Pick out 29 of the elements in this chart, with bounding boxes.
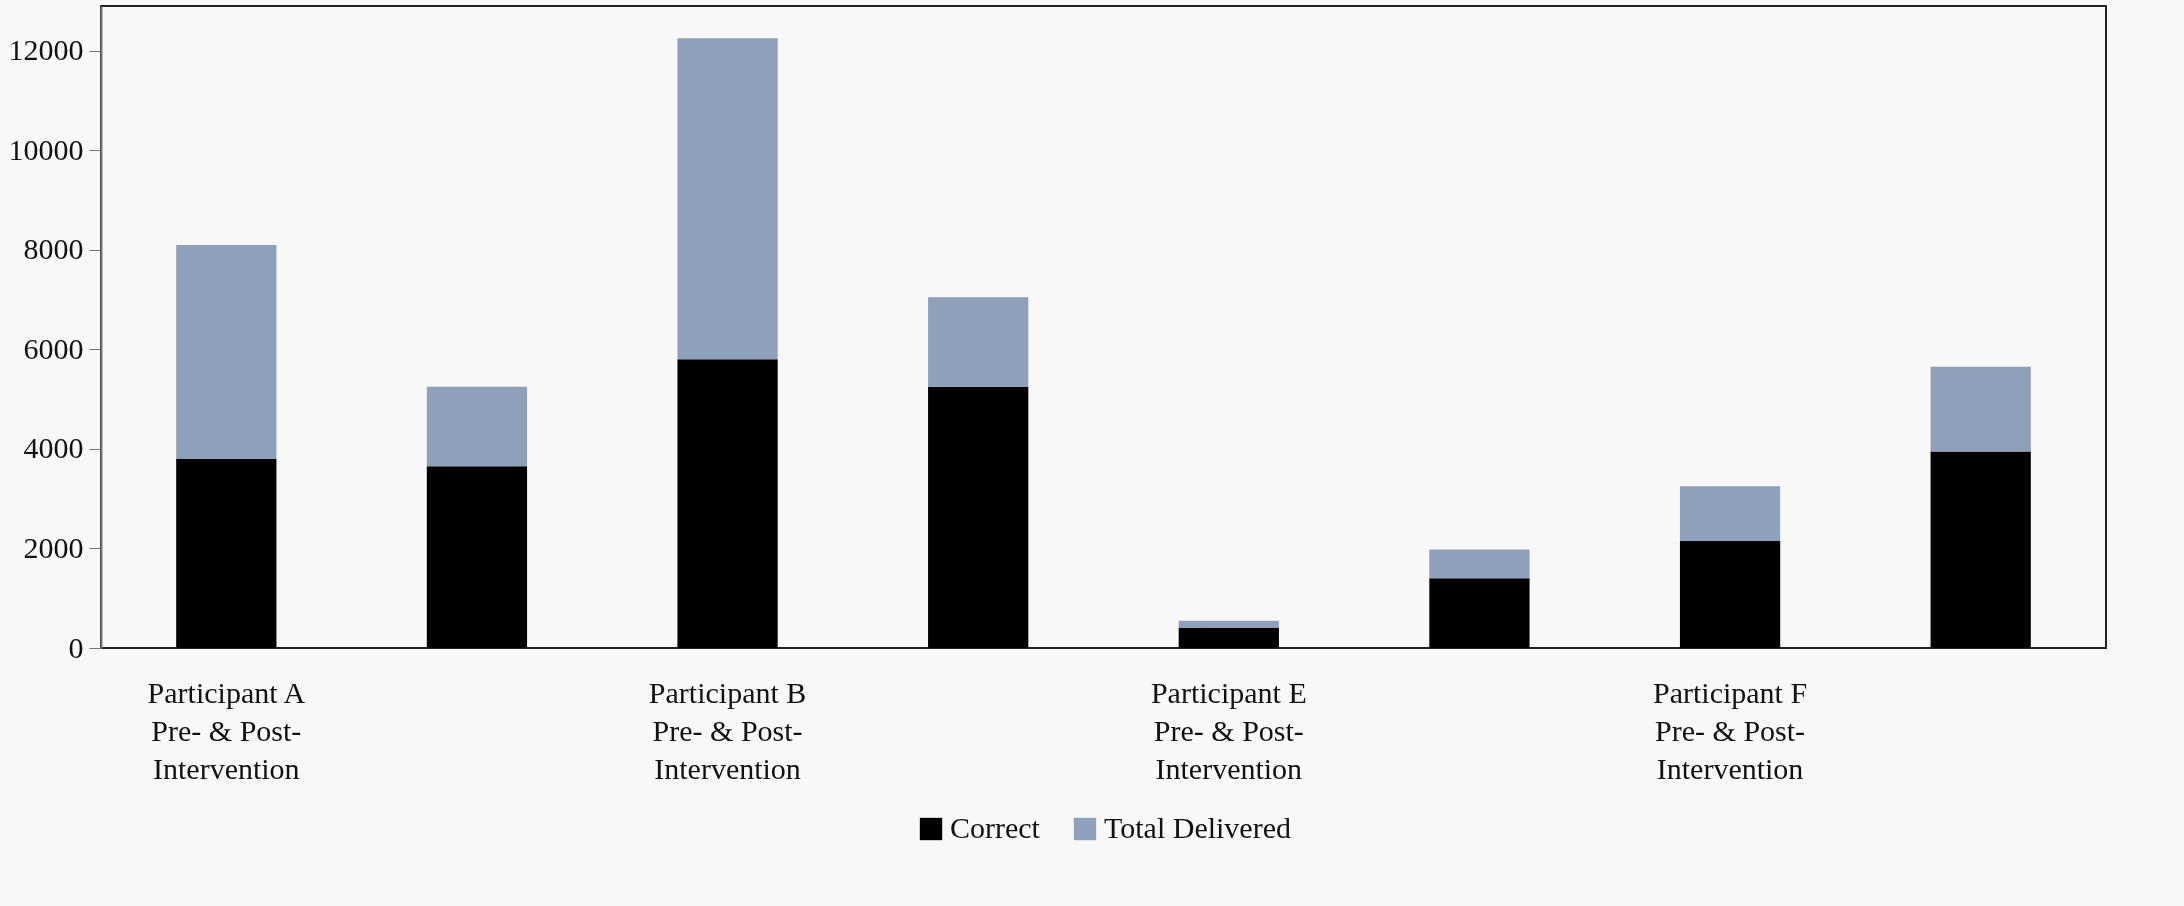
x-tick-label: Participant A Pre- & Post- Intervention xyxy=(147,675,306,785)
bar xyxy=(1679,541,1781,648)
bar xyxy=(1429,578,1530,648)
legend-label: Correct xyxy=(950,811,1041,844)
bar xyxy=(1429,549,1530,579)
bar xyxy=(928,297,1029,387)
y-tick-label: 8000 xyxy=(23,232,84,266)
bar xyxy=(1178,628,1279,648)
bar xyxy=(426,466,528,648)
bar xyxy=(1930,366,2031,452)
x-tick-label: Participant E Pre- & Post- Intervention xyxy=(1150,675,1307,785)
bar xyxy=(1679,486,1781,541)
legend-label: Total Delivered xyxy=(1104,811,1291,844)
y-tick-label: 4000 xyxy=(23,431,84,465)
bar xyxy=(928,386,1029,648)
x-tick-label: Participant B Pre- & Post- Intervention xyxy=(648,675,807,785)
y-tick-label: 12000 xyxy=(8,33,84,67)
bar xyxy=(677,38,778,360)
bar xyxy=(677,359,778,648)
bar xyxy=(176,458,277,648)
y-tick-label: 10000 xyxy=(8,132,84,166)
x-tick-label: Participant F Pre- & Post- Intervention xyxy=(1652,675,1808,785)
y-tick-label: 0 xyxy=(68,630,84,664)
bar xyxy=(1178,620,1279,629)
bar xyxy=(1930,451,2031,648)
bar xyxy=(176,244,277,459)
bar xyxy=(426,386,528,467)
y-tick-label: 2000 xyxy=(23,530,84,564)
y-tick-label: 6000 xyxy=(23,331,84,365)
